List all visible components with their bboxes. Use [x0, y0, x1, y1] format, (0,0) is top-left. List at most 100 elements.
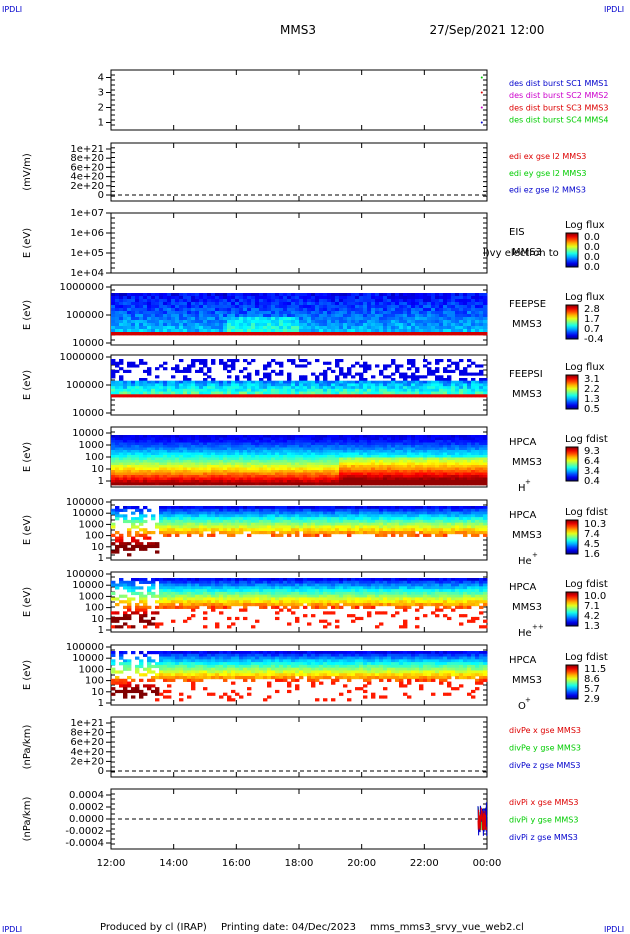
spectrogram-cell [399, 308, 404, 312]
spectrogram-cell [247, 332, 252, 336]
spectrogram-cell [155, 299, 160, 303]
spectrogram-cell [275, 452, 280, 456]
spectrogram-cell [239, 445, 244, 448]
spectrogram-cell [247, 388, 252, 392]
spectrogram-cell [303, 457, 308, 461]
spectrogram-cell [315, 533, 320, 537]
spectrogram-cell [191, 391, 196, 395]
spectrogram-cell [179, 442, 184, 446]
spectrogram-cell [319, 391, 324, 395]
spectrogram-cell [371, 475, 376, 478]
spectrogram-cell [131, 293, 136, 297]
spectrogram-cell [347, 380, 352, 384]
spectrogram-cell [147, 435, 152, 438]
spectrogram-cell [263, 462, 268, 466]
spectrogram-cell [415, 467, 420, 471]
spectrogram-cell [435, 305, 440, 309]
spectrogram-cell [235, 467, 240, 471]
spectrogram-cell [263, 531, 268, 535]
spectrogram-cell [299, 442, 304, 446]
spectrogram-cell [411, 375, 416, 379]
spectrogram-cell [231, 437, 236, 441]
spectrogram-cell [355, 475, 360, 478]
spectrogram-cell [139, 437, 144, 441]
spectrogram-cell [455, 332, 460, 336]
spectrogram-cell [443, 477, 448, 481]
spectrogram-cell [139, 302, 144, 306]
spectrogram-cell [475, 480, 480, 483]
spectrogram-cell [247, 302, 252, 306]
spectrogram-cell [267, 391, 272, 395]
spectrogram-cell [175, 386, 180, 390]
spectrogram-cell [183, 477, 188, 481]
spectrogram-cell [187, 378, 192, 382]
spectrogram-cell [295, 525, 300, 529]
spectrogram-cell [415, 452, 420, 456]
spectrogram-cell [379, 462, 384, 466]
spectrogram-cell [311, 329, 316, 333]
spectrogram-cell [175, 452, 180, 456]
spectrogram-cell [263, 311, 268, 315]
spectrogram-cell [371, 380, 376, 384]
spectrogram-cell [259, 378, 264, 382]
spectrogram-cell [259, 480, 264, 483]
spectrogram-cell [475, 386, 480, 390]
spectrogram-cell [227, 391, 232, 395]
spectrogram-cell [423, 437, 428, 441]
spectrogram-cell [179, 455, 184, 458]
spectrogram-cell [215, 445, 220, 448]
spectrogram-cell [231, 508, 236, 512]
spectrogram-cell [143, 311, 148, 315]
spectrogram-cell [479, 394, 484, 398]
spectrogram-cell [435, 378, 440, 382]
spectrogram-cell [319, 457, 324, 461]
spectrogram-cell [123, 329, 128, 333]
spectrogram-cell [379, 383, 384, 387]
spectrogram-cell [243, 465, 248, 468]
spectrogram-cell [347, 435, 352, 438]
spectrogram-cell [163, 435, 168, 438]
spectrogram-cell [451, 320, 456, 324]
spectrogram-cell [367, 302, 372, 306]
spectrogram-cell [303, 511, 308, 515]
spectrogram-cell [227, 442, 232, 446]
spectrogram-cell [291, 394, 296, 398]
spectrogram-cell [367, 380, 372, 384]
spectrogram-cell [427, 320, 432, 324]
spectrogram-cell [123, 462, 128, 466]
spectrogram-cell [299, 511, 304, 515]
spectrogram-cell [459, 465, 464, 468]
spectrogram-cell [231, 519, 236, 524]
spectrogram-cell [467, 437, 472, 441]
spectrogram-cell [115, 302, 120, 306]
spectrogram-cell [443, 450, 448, 453]
spectrogram-cell [111, 477, 116, 481]
spectrogram-cell [315, 467, 320, 471]
spectrogram-cell [155, 440, 160, 443]
spectrogram-cell [275, 447, 280, 451]
spectrogram-cell [367, 452, 372, 456]
spectrogram-cell [239, 460, 244, 463]
spectrogram-cell [347, 296, 352, 300]
spectrogram-cell [395, 308, 400, 312]
spectrogram-cell [395, 314, 400, 318]
spectrogram-cell [375, 462, 380, 466]
spectrogram-cell [323, 506, 328, 510]
spectrogram-cell [163, 326, 168, 330]
spectrogram-cell [431, 440, 436, 443]
spectrogram-cell [339, 508, 344, 512]
spectrogram-cell [111, 511, 116, 515]
spectrogram-cell [267, 525, 272, 529]
spectrogram-cell [115, 480, 120, 483]
spectrogram-cell [163, 482, 168, 486]
spectrogram-cell [483, 391, 488, 395]
spectrogram-cell [439, 386, 444, 390]
spectrogram-cell [243, 320, 248, 324]
spectrogram-cell [263, 293, 268, 297]
spectrogram-cell [339, 445, 344, 448]
spectrogram-cell [275, 437, 280, 441]
spectrogram-cell [327, 519, 332, 524]
spectrogram-cell [175, 329, 180, 333]
spectrogram-cell [287, 305, 292, 309]
spectrogram-cell [335, 305, 340, 309]
